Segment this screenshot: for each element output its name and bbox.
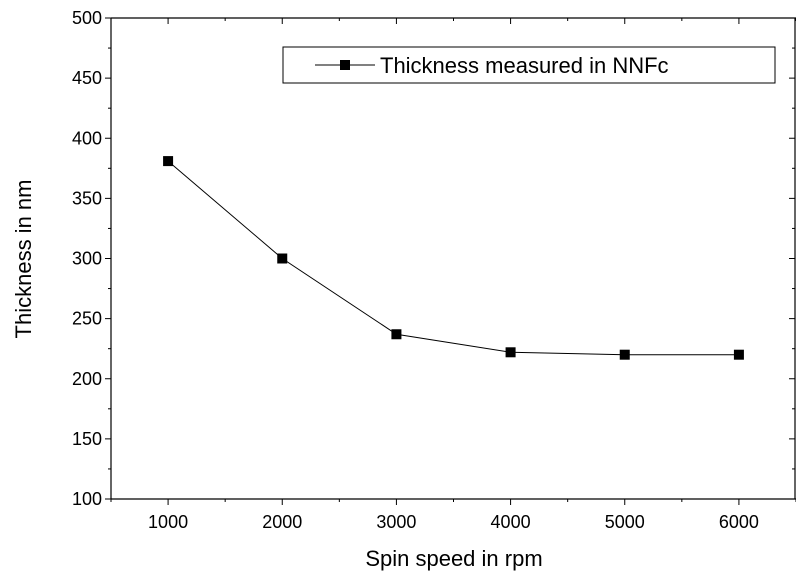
data-point (505, 347, 516, 358)
x-axis-label: Spin speed in rpm (365, 546, 542, 571)
y-axis-label: Thickness in nm (11, 180, 36, 339)
y-tick-label: 450 (72, 68, 102, 88)
legend: Thickness measured in NNFc (282, 46, 776, 84)
series-layer (163, 156, 744, 360)
data-point (163, 156, 174, 167)
data-point (277, 253, 288, 264)
y-tick-label: 350 (72, 188, 102, 208)
data-point (619, 349, 630, 360)
x-tick-label: 1000 (148, 512, 188, 532)
x-tick-label: 3000 (376, 512, 416, 532)
legend-label: Thickness measured in NNFc (380, 53, 669, 78)
y-tick-label: 200 (72, 369, 102, 389)
y-tick-label: 300 (72, 249, 102, 269)
y-tick-label: 400 (72, 128, 102, 148)
y-tick-label: 250 (72, 309, 102, 329)
series-line (167, 160, 739, 356)
legend-marker (340, 60, 350, 70)
plot-frame (110, 17, 796, 500)
x-tick-label: 4000 (491, 512, 531, 532)
y-tick-label: 150 (72, 429, 102, 449)
x-tick-label: 5000 (605, 512, 645, 532)
data-point (391, 329, 402, 340)
y-axis-ticks: 100 150 200 250 300 350 400 450 500 (72, 8, 795, 509)
x-tick-label: 6000 (719, 512, 759, 532)
data-point (733, 349, 744, 360)
x-axis-ticks: 1000 2000 3000 4000 5000 6000 (110, 18, 796, 532)
y-tick-label: 500 (72, 8, 102, 28)
y-tick-label: 100 (72, 489, 102, 509)
x-tick-label: 2000 (262, 512, 302, 532)
